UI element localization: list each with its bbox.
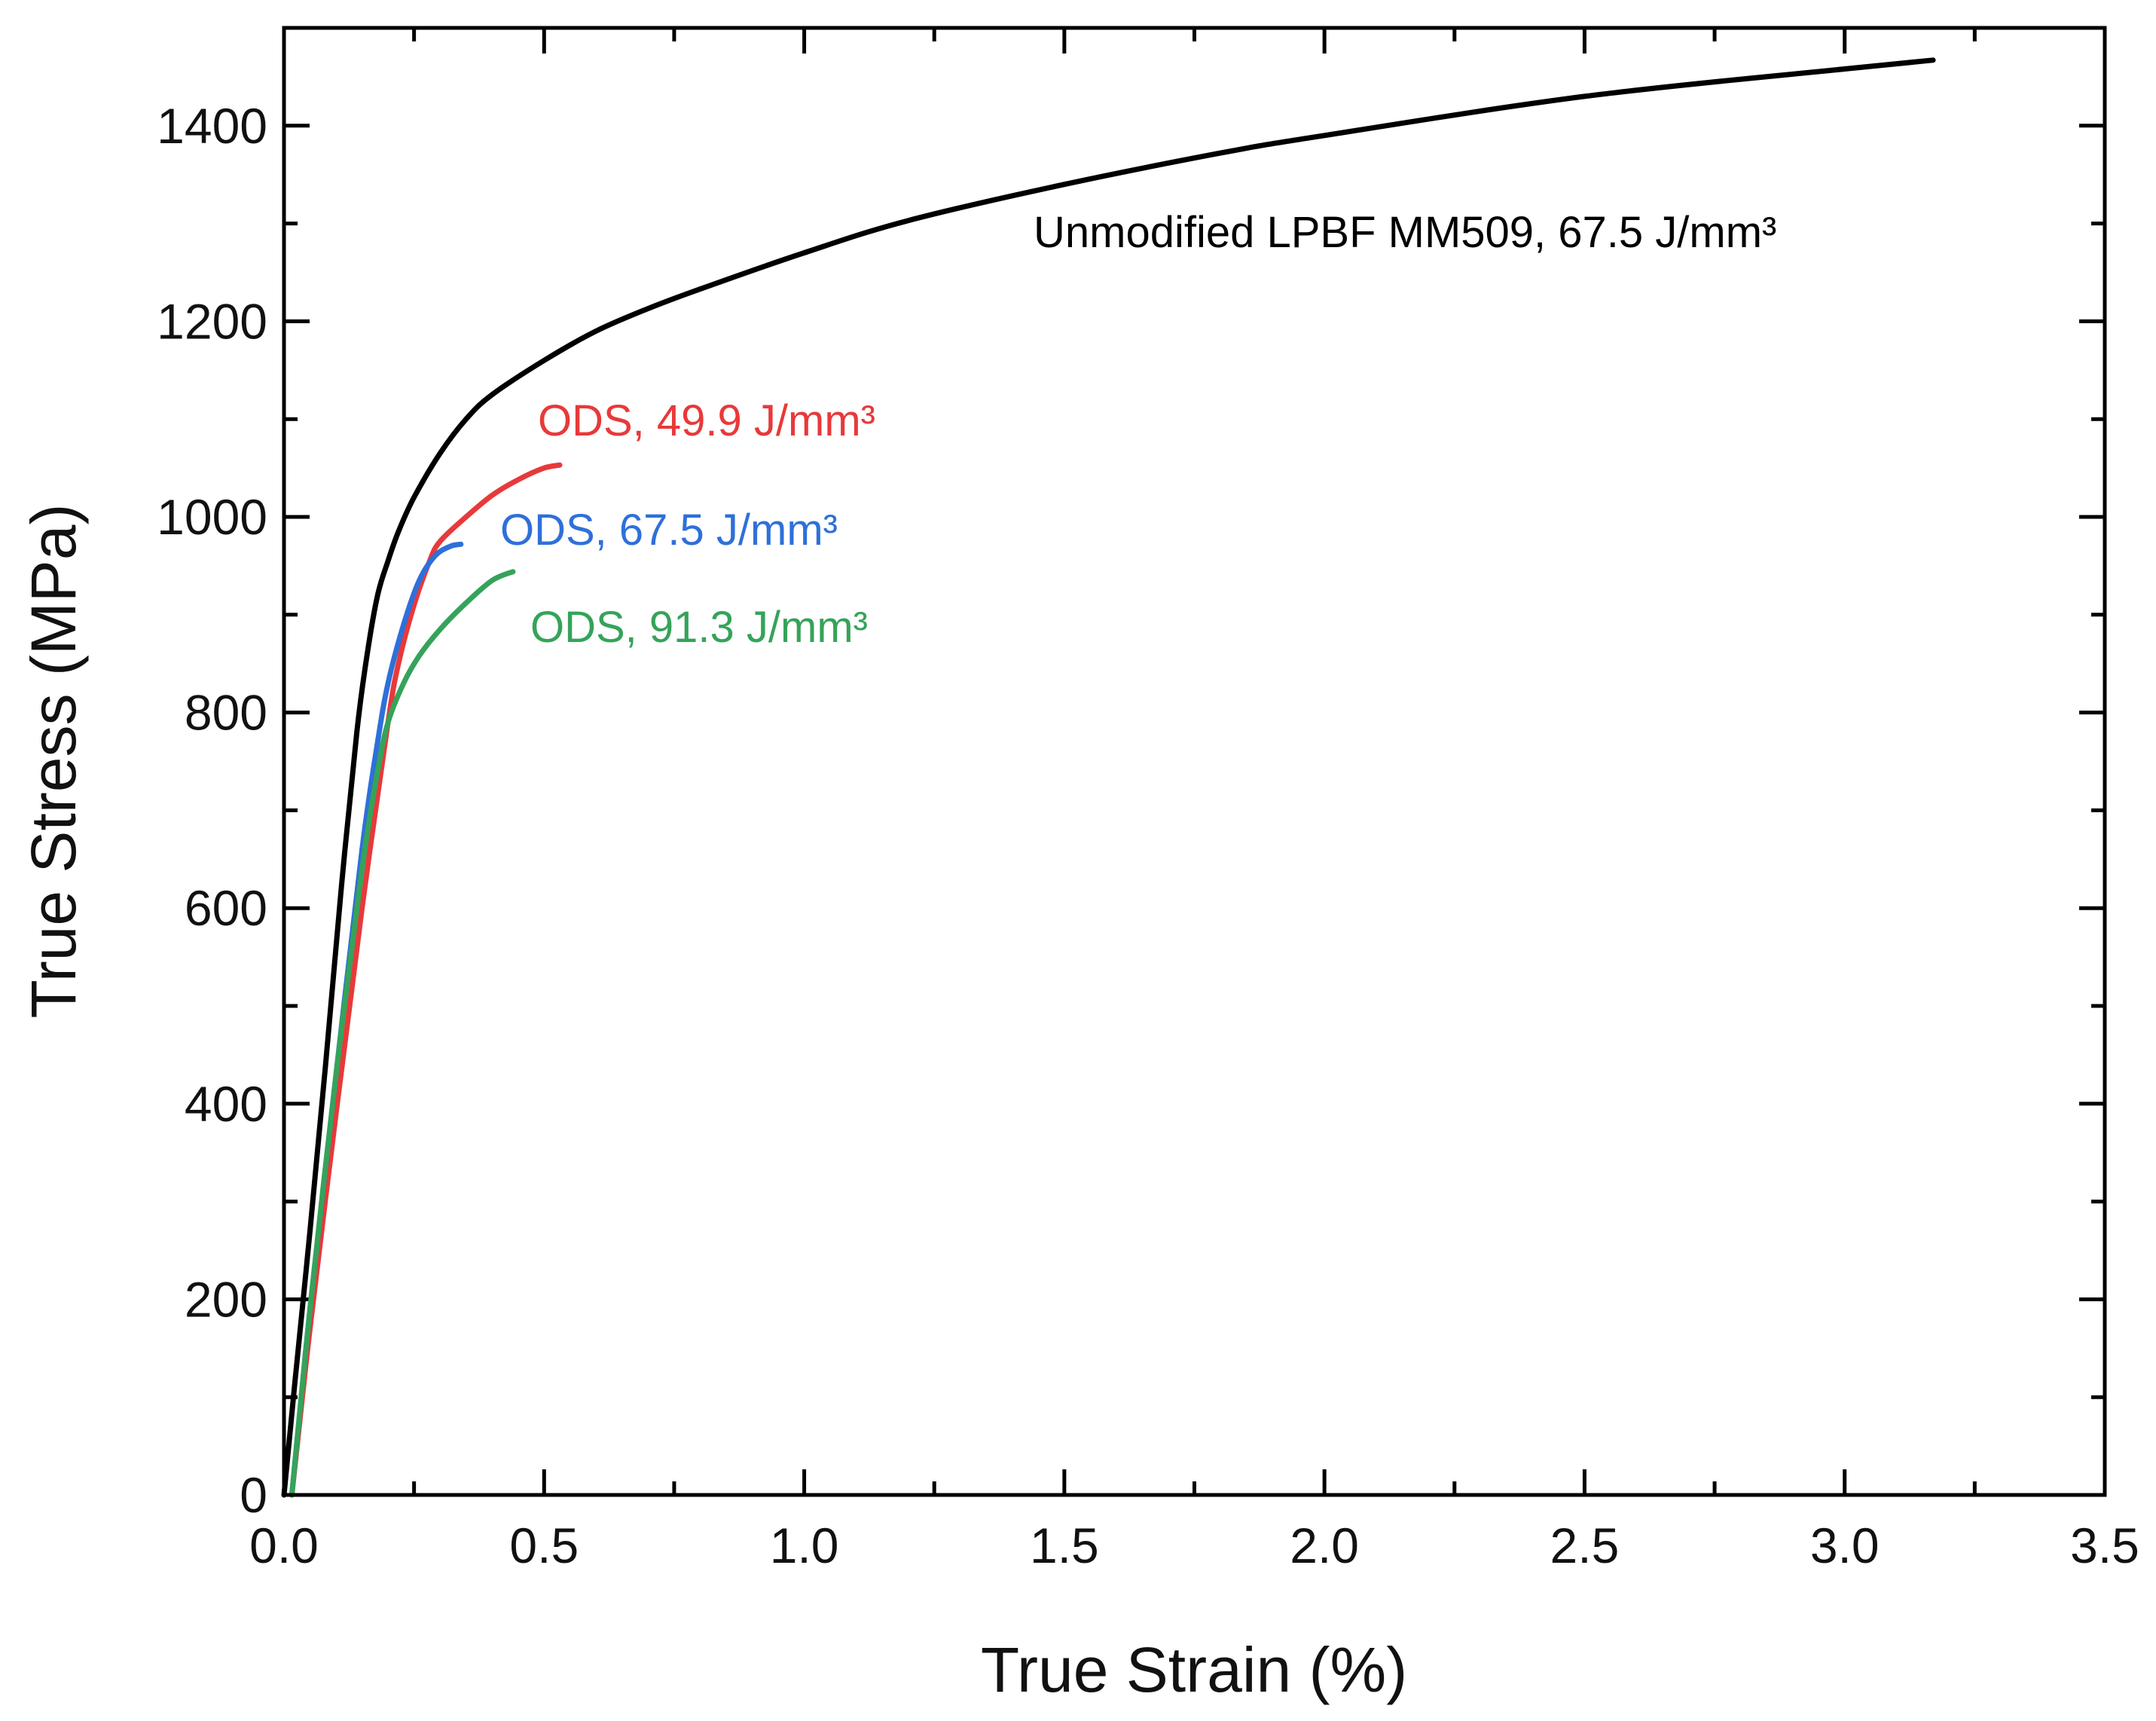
plot-frame	[282, 26, 2107, 1497]
series-label-ods-67-5: ODS, 67.5 J/mm³	[500, 506, 838, 555]
x-tick-labels: 0.0 0.5 1.0 1.5 2.0 2.5 3.0 3.5	[249, 1518, 2139, 1573]
x-tick-label: 2.0	[1290, 1518, 1359, 1573]
y-tick-label: 1400	[157, 98, 267, 154]
y-tick-label: 1000	[157, 489, 267, 545]
y-tick-label: 600	[185, 880, 267, 936]
y-tick-label: 400	[185, 1076, 267, 1132]
y-tick-label: 1200	[157, 293, 267, 349]
x-tick-label: 0.0	[249, 1518, 319, 1573]
x-tick-label: 1.0	[770, 1518, 839, 1573]
data-series	[281, 57, 1936, 1498]
x-tick-label: 2.5	[1550, 1518, 1620, 1573]
x-axis-title: True Strain (%)	[981, 1634, 1407, 1705]
x-tick-label: 3.5	[2070, 1518, 2139, 1573]
x-tick-label: 1.5	[1030, 1518, 1099, 1573]
series-label-ods-91-3: ODS, 91.3 J/mm³	[530, 603, 868, 652]
y-tick-label: 0	[240, 1467, 267, 1523]
x-tick-label: 3.0	[1810, 1518, 1880, 1573]
y-tick-label: 800	[185, 685, 267, 741]
series-line-unmodified-lpbf-mm509-67-5-j-mm	[281, 57, 1936, 1498]
series-label-unmodified: Unmodified LPBF MM509, 67.5 J/mm³	[1034, 208, 1776, 257]
y-tick-label: 200	[185, 1271, 267, 1327]
series-line-ods-49-9-j-mm	[289, 462, 563, 1498]
x-tick-label: 0.5	[509, 1518, 579, 1573]
y-tick-labels: 0 200 400 600 800 1000 1200 1400	[157, 98, 267, 1523]
series-label-ods-49-9: ODS, 49.9 J/mm³	[538, 396, 875, 445]
series-line-ods-91-3-j-mm	[289, 569, 516, 1498]
y-axis-title: True Stress (MPa)	[18, 504, 89, 1019]
